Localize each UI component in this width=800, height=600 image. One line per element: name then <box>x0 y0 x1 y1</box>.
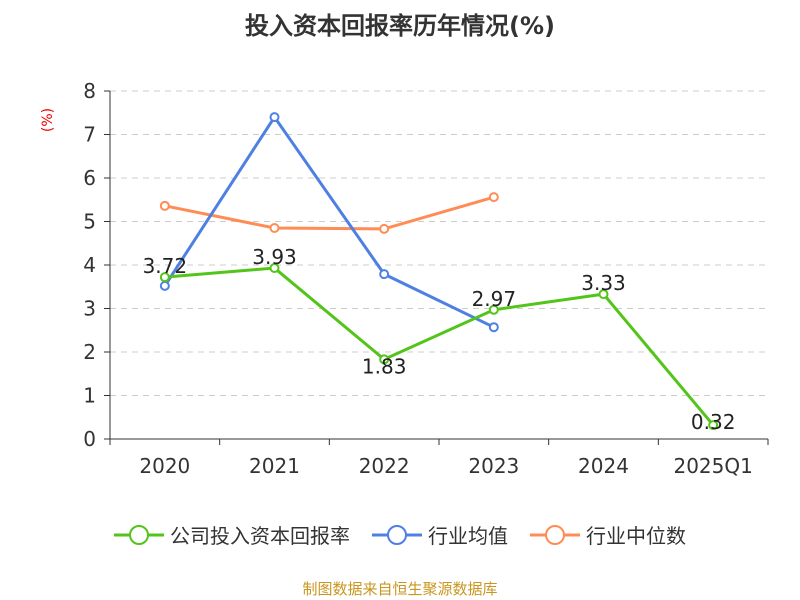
y-tick-label: 7 <box>83 123 96 147</box>
source-note: 制图数据来自恒生聚源数据库 <box>302 580 498 598</box>
series-line-0 <box>164 266 715 427</box>
legend-marker-icon <box>372 524 422 545</box>
data-label: 3.33 <box>581 271 626 295</box>
legend-label: 公司投入资本回报率 <box>170 524 350 548</box>
data-point <box>488 322 499 333</box>
data-point <box>269 223 280 234</box>
y-tick-label: 3 <box>83 297 96 321</box>
chart-title: 投入资本回报率历年情况(%) <box>245 12 555 40</box>
y-tick-label: 8 <box>83 79 96 103</box>
legend-label: 行业均值 <box>428 524 508 548</box>
data-label: 3.72 <box>143 254 188 278</box>
x-tick-label: 2024 <box>578 454 629 478</box>
legend-item[interactable]: 公司投入资本回报率 <box>114 520 350 549</box>
series-line-2 <box>164 195 495 231</box>
data-point <box>379 354 390 365</box>
legend-marker-icon <box>530 524 580 545</box>
legend-label: 行业中位数 <box>586 524 686 548</box>
legend-item[interactable]: 行业中位数 <box>530 520 686 549</box>
data-point <box>708 420 719 431</box>
legend-marker-icon <box>114 524 164 545</box>
x-tick-label: 2021 <box>249 454 300 478</box>
data-label: 0.32 <box>691 410 736 434</box>
x-tick-label: 2022 <box>359 454 410 478</box>
data-point <box>488 192 499 203</box>
x-tick-label: 2023 <box>468 454 519 478</box>
data-point <box>159 200 170 211</box>
series-line-1 <box>163 114 495 329</box>
line-chart: 0 1 2 3 4 5 6 7 8 2020 2021 2022 2023 2024 2025Q1 3.72 3… <box>83 79 769 478</box>
data-point <box>269 112 280 123</box>
y-tick-label: 0 <box>83 427 96 451</box>
data-point <box>379 269 390 280</box>
data-point <box>159 272 170 283</box>
x-tick-label: 2025Q1 <box>673 454 752 478</box>
data-point <box>159 280 170 291</box>
data-label: 1.83 <box>362 354 407 378</box>
y-tick-label: 6 <box>83 166 96 190</box>
x-tick-label: 2020 <box>139 454 190 478</box>
data-label: 3.93 <box>252 245 297 269</box>
data-point <box>488 304 499 315</box>
data-point <box>379 223 390 234</box>
data-point <box>598 289 609 300</box>
y-tick-label: 4 <box>83 253 96 277</box>
legend: 公司投入资本回报率 行业均值 行业中位数 <box>0 520 800 549</box>
y-tick-label: 1 <box>83 384 96 408</box>
data-label: 2.97 <box>472 287 517 311</box>
legend-item[interactable]: 行业均值 <box>372 520 508 549</box>
data-point <box>269 263 280 274</box>
y-tick-label: 2 <box>83 340 96 364</box>
y-tick-label: 5 <box>83 210 96 234</box>
